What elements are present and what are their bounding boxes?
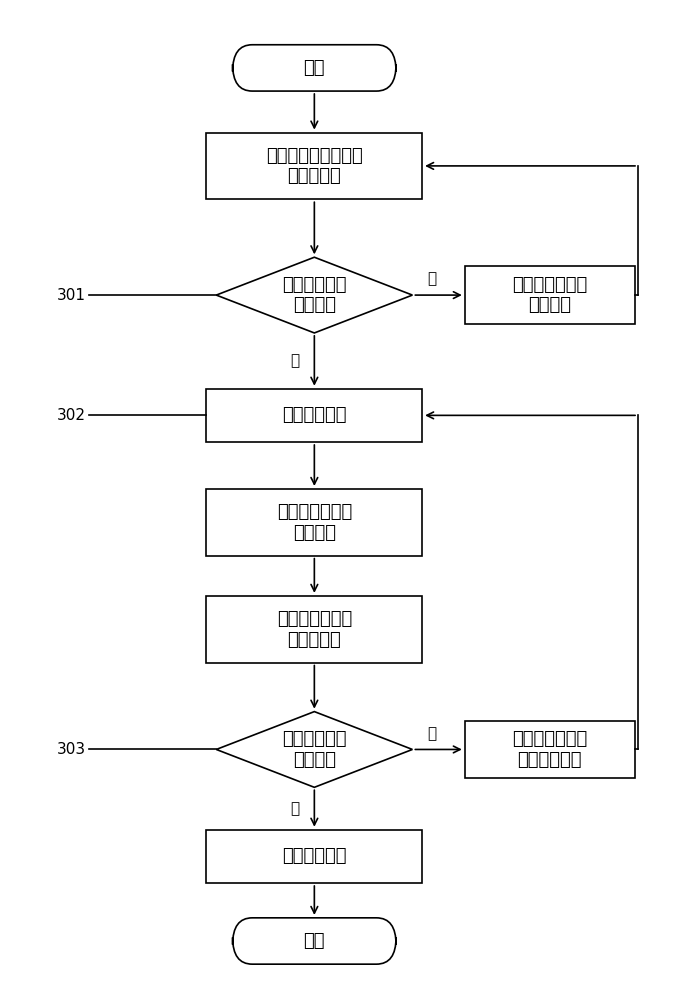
Text: 生成盘点数据: 生成盘点数据 <box>282 847 347 865</box>
Text: 303: 303 <box>57 742 86 757</box>
Text: 是: 是 <box>290 353 299 368</box>
Text: 库存管理电脑接受用
户登录信息: 库存管理电脑接受用 户登录信息 <box>266 147 363 185</box>
Text: 302: 302 <box>57 408 86 423</box>
Text: 否: 否 <box>428 726 437 741</box>
Text: 301: 301 <box>57 288 86 303</box>
Text: 提示错误信息，
重新发送请求: 提示错误信息， 重新发送请求 <box>512 730 587 769</box>
Text: 是: 是 <box>290 801 299 816</box>
Polygon shape <box>217 712 413 787</box>
Text: 提示错误信息，
重新登录: 提示错误信息， 重新登录 <box>512 276 587 314</box>
Bar <box>206 389 422 442</box>
FancyBboxPatch shape <box>233 45 396 91</box>
Text: 开始: 开始 <box>304 59 325 77</box>
Text: 结束: 结束 <box>304 932 325 950</box>
Text: 判断登录信息
是否正确: 判断登录信息 是否正确 <box>282 276 347 314</box>
Bar <box>206 133 422 199</box>
Polygon shape <box>217 257 413 333</box>
Text: 核实数据信息
是否正确: 核实数据信息 是否正确 <box>282 730 347 769</box>
Bar <box>206 596 422 663</box>
Text: 确认盘点仓库: 确认盘点仓库 <box>282 406 347 424</box>
Text: 获取每日同步的
出入库数据: 获取每日同步的 出入库数据 <box>276 610 352 649</box>
Bar <box>206 489 422 556</box>
FancyBboxPatch shape <box>233 918 396 964</box>
Bar <box>464 266 635 324</box>
Bar <box>206 830 422 883</box>
Text: 否: 否 <box>428 272 437 287</box>
Bar <box>464 720 635 778</box>
Text: 获取每日同步的
库存数据: 获取每日同步的 库存数据 <box>276 503 352 542</box>
